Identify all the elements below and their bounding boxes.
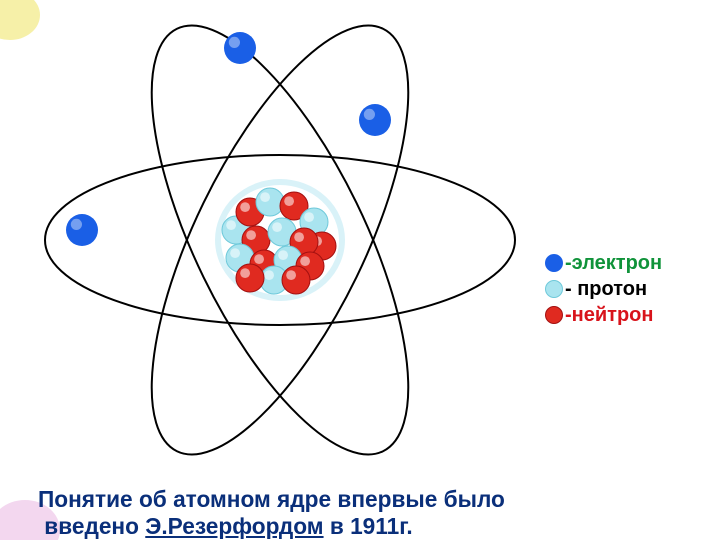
legend-label: - протон	[565, 276, 647, 302]
neutron	[236, 264, 264, 292]
legend-item: -нейтрон	[545, 302, 662, 328]
slide: -электрон- протон-нейтрон Понятие об ато…	[0, 0, 720, 540]
legend-label: -нейтрон	[565, 302, 653, 328]
electron	[359, 104, 391, 136]
legend-item: - протон	[545, 276, 662, 302]
legend-label: -электрон	[565, 250, 662, 276]
atom-diagram	[0, 0, 560, 470]
caption-text: Понятие об атомном ядре впервые было вве…	[38, 486, 505, 540]
legend: -электрон- протон-нейтрон	[545, 250, 662, 328]
legend-dot-icon	[545, 280, 563, 298]
electron	[66, 214, 98, 246]
legend-dot-icon	[545, 254, 563, 272]
caption-line2b: в 1911г.	[324, 513, 413, 539]
caption-line2a: введено	[44, 513, 145, 539]
electron	[224, 32, 256, 64]
proton	[256, 188, 284, 216]
caption-author: Э.Резерфордом	[145, 513, 323, 539]
caption-line1: Понятие об атомном ядре впервые было	[38, 486, 505, 512]
neutron	[282, 266, 310, 294]
legend-item: -электрон	[545, 250, 662, 276]
legend-dot-icon	[545, 306, 563, 324]
